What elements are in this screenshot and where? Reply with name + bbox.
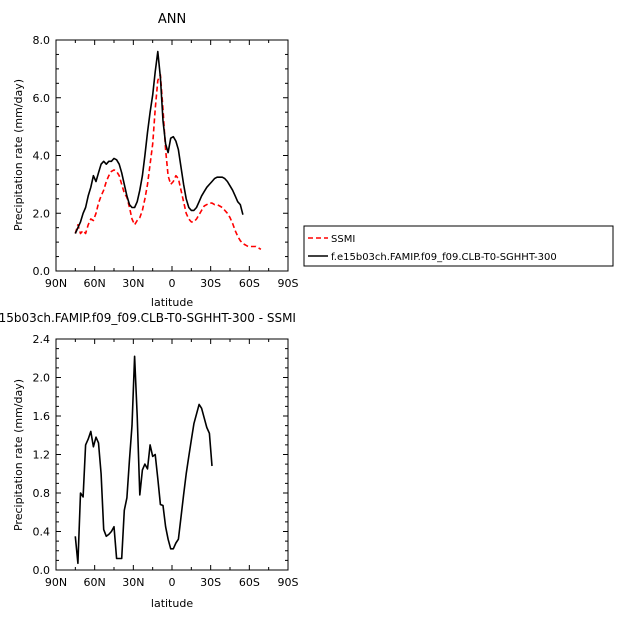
series-line-0-0 (74, 73, 262, 250)
y-tick-label: 0.4 (33, 526, 51, 539)
y-tick-label: 1.2 (33, 449, 51, 462)
top-y-axis-label: Precipitation rate (mm/day) (12, 79, 25, 231)
top-axis-ticks: 90N 60N 30N 0 30S 60S 90S 0.0 2.0 4.0 6.0 8.0 (33, 34, 299, 290)
y-tick-label: 0.0 (33, 265, 51, 278)
top-series-layer (74, 50, 262, 250)
x-tick-label: 90N (45, 277, 67, 290)
y-tick-label: 2.0 (33, 207, 51, 220)
x-tick-label: 30N (122, 576, 144, 589)
y-tick-label: 1.6 (33, 410, 51, 423)
x-tick-label: 60S (239, 576, 260, 589)
x-tick-label: 90S (278, 576, 299, 589)
y-tick-label: 0.8 (33, 487, 51, 500)
y-tick-label: 2.0 (33, 372, 51, 385)
top-x-axis-label: latitude (151, 296, 193, 309)
bottom-y-axis-label: Precipitation rate (mm/day) (12, 379, 25, 531)
x-tick-label: 30S (200, 277, 221, 290)
y-tick-label: 0.0 (33, 564, 51, 577)
bottom-plot-frame (55, 338, 289, 571)
x-tick-label: 60N (84, 277, 106, 290)
x-tick-label: 90S (278, 277, 299, 290)
x-tick-label: 90N (45, 576, 67, 589)
bottom-chart-title: f.e15b03ch.FAMIP.f09_f09.CLB-T0-SGHHT-30… (0, 311, 296, 325)
legend: SSMI f.e15b03ch.FAMIP.f09_f09.CLB-T0-SGH… (303, 225, 614, 267)
y-tick-label: 4.0 (33, 150, 51, 163)
x-tick-label: 0 (169, 576, 176, 589)
y-tick-label: 6.0 (33, 92, 51, 105)
x-tick-label: 30N (122, 277, 144, 290)
series-line-0-1 (74, 50, 244, 234)
y-tick-label: 8.0 (33, 34, 51, 47)
legend-label-model: f.e15b03ch.FAMIP.f09_f09.CLB-T0-SGHHT-30… (331, 252, 557, 263)
top-plot-frame (55, 39, 289, 272)
x-tick-label: 0 (169, 277, 176, 290)
x-tick-label: 60N (84, 576, 106, 589)
bottom-panel: f.e15b03ch.FAMIP.f09_f09.CLB-T0-SGHHT-30… (0, 311, 299, 610)
top-chart-title: ANN (158, 12, 186, 27)
series-line-1-0 (74, 355, 213, 565)
top-panel: ANN 90N 60N 30N 0 30S 60S 90S 0.0 2.0 4.0 6.0 8.0 l… (12, 12, 299, 309)
y-tick-label: 2.4 (33, 333, 51, 346)
bottom-x-axis-label: latitude (151, 597, 193, 610)
x-tick-label: 60S (239, 277, 260, 290)
legend-label-ssmi: SSMI (331, 234, 355, 245)
bottom-axis-ticks: 90N 60N 30N 0 30S 60S 90S 0.0 0.4 0.8 1.2 1.6 2.0 2.4 (33, 333, 299, 589)
bottom-series-layer (74, 355, 213, 565)
legend-box (303, 225, 614, 267)
x-tick-label: 30S (200, 576, 221, 589)
